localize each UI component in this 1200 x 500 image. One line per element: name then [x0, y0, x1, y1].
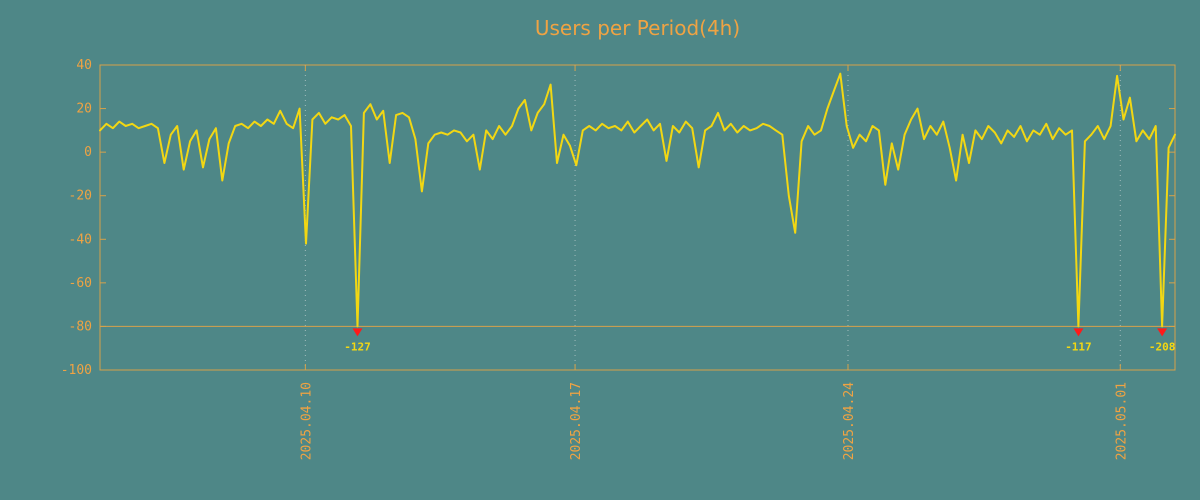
y-tick-label: -40: [69, 232, 92, 247]
x-tick-label: 2025.04.10: [299, 382, 314, 460]
y-tick-label: 0: [84, 145, 92, 160]
series-line: [99, 72, 1176, 328]
min-marker-label: -208: [1149, 340, 1176, 353]
y-tick-label: 40: [76, 58, 92, 73]
x-tick-label: 2025.05.01: [1114, 382, 1129, 460]
x-tick-label: 2025.04.17: [569, 382, 584, 460]
y-tick-label: -20: [69, 189, 92, 204]
min-marker-arrow-icon: [1073, 328, 1084, 337]
min-marker-label: -127: [344, 340, 371, 353]
y-tick-label: -100: [61, 363, 92, 378]
y-tick-label: 20: [76, 102, 92, 117]
y-tick-label: -60: [69, 276, 92, 291]
y-tick-label: -80: [69, 319, 92, 334]
min-marker-label: -117: [1065, 340, 1092, 353]
min-marker-arrow-icon: [1157, 328, 1168, 337]
min-marker-arrow-icon: [352, 328, 363, 337]
x-tick-label: 2025.04.24: [842, 382, 857, 460]
plot-border: [99, 64, 1176, 371]
chart-title: Users per Period(4h): [534, 16, 741, 40]
